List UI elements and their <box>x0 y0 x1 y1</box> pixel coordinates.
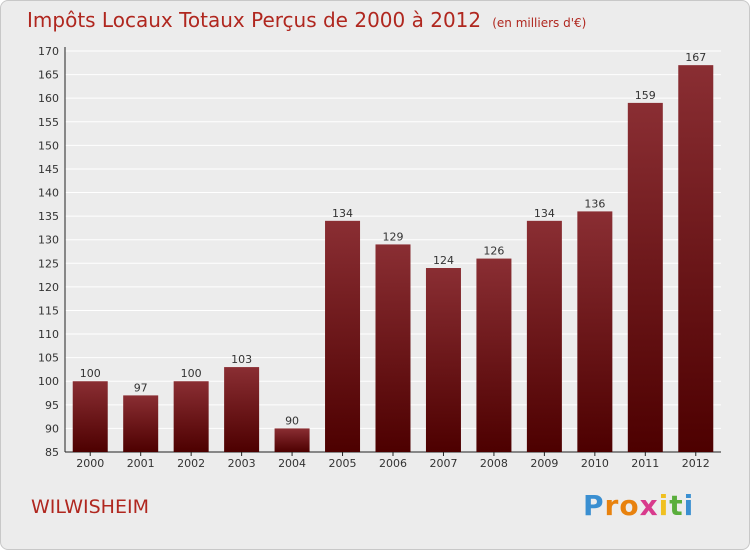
bar-2012 <box>678 65 714 452</box>
bar-2004 <box>274 428 310 452</box>
axes: 85 90 95 100 105 110 115 120 125 130 135 140 145 150 1… <box>38 45 721 470</box>
y-tick-label: 125 <box>38 257 59 270</box>
bar-2011 <box>627 102 663 453</box>
chart-subtitle: (en milliers d'€) <box>492 16 587 30</box>
value-label-2011: 159 <box>635 89 656 102</box>
value-label-2002: 100 <box>181 367 202 380</box>
x-tick-label-2006: 2006 <box>379 457 407 470</box>
y-tick-label: 165 <box>38 69 59 82</box>
y-tick-label: 95 <box>45 399 59 412</box>
value-label-2000: 100 <box>80 367 101 380</box>
value-label-2008: 126 <box>483 245 504 258</box>
bar-2006 <box>375 244 411 452</box>
y-tick-label: 135 <box>38 210 59 223</box>
x-tick-label-2004: 2004 <box>278 457 306 470</box>
bar-2003 <box>224 367 260 452</box>
y-tick-label: 130 <box>38 234 59 247</box>
y-tick-label: 140 <box>38 187 59 200</box>
x-tick-label-2012: 2012 <box>682 457 710 470</box>
logo-letter: t <box>669 489 684 522</box>
commune-name: WILWISHEIM <box>31 496 149 518</box>
logo-letter: o <box>619 489 640 522</box>
value-label-2005: 134 <box>332 207 353 220</box>
x-tick-label-2001: 2001 <box>127 457 155 470</box>
y-tick-label: 85 <box>45 446 59 459</box>
logo-letter: i <box>658 489 670 522</box>
proxiti-logo: Proxiti <box>583 489 694 522</box>
bar-2002 <box>173 381 209 452</box>
x-tick-label-2010: 2010 <box>581 457 609 470</box>
y-tick-label: 110 <box>38 328 59 341</box>
bar-2008 <box>476 258 512 452</box>
chart-title: Impôts Locaux Totaux Perçus de 2000 à 20… <box>27 8 482 32</box>
x-tick-label-2008: 2008 <box>480 457 508 470</box>
x-tick-label-2003: 2003 <box>228 457 256 470</box>
y-tick-label: 170 <box>38 45 59 58</box>
logo-letter: r <box>604 489 620 522</box>
bar-2007 <box>425 268 461 452</box>
y-tick-label: 90 <box>45 422 59 435</box>
logo-letter: i <box>683 489 695 522</box>
bars <box>72 65 714 453</box>
y-tick-label: 120 <box>38 281 59 294</box>
y-tick-label: 105 <box>38 352 59 365</box>
value-labels: 100 97 100 103 90 134 129 124 126 134 136 159 167 <box>80 51 707 427</box>
value-label-2003: 103 <box>231 353 252 366</box>
logo-letter: P <box>583 489 605 522</box>
value-label-2012: 167 <box>685 51 706 64</box>
logo-letter: x <box>639 489 659 522</box>
y-tick-label: 100 <box>38 375 59 388</box>
value-label-2001: 97 <box>134 381 148 394</box>
x-tick-label-2005: 2005 <box>329 457 357 470</box>
bar-2000 <box>72 381 108 452</box>
x-tick-label-2000: 2000 <box>76 457 104 470</box>
y-tick-label: 150 <box>38 139 59 152</box>
y-tick-label: 115 <box>38 304 59 317</box>
x-tick-label-2002: 2002 <box>177 457 205 470</box>
y-tick-label: 160 <box>38 92 59 105</box>
value-label-2009: 134 <box>534 207 555 220</box>
y-tick-label: 155 <box>38 116 59 129</box>
bar-2005 <box>325 220 361 452</box>
x-tick-label-2011: 2011 <box>631 457 659 470</box>
bar-2001 <box>123 395 159 452</box>
y-tick-label: 145 <box>38 163 59 176</box>
title-line: Impôts Locaux Totaux Perçus de 2000 à 20… <box>27 8 586 32</box>
x-tick-label-2009: 2009 <box>530 457 558 470</box>
value-label-2004: 90 <box>285 414 299 427</box>
value-label-2006: 129 <box>383 230 404 243</box>
x-tick-label-2007: 2007 <box>429 457 457 470</box>
bar-2009 <box>526 220 562 452</box>
value-label-2010: 136 <box>584 197 605 210</box>
bar-2010 <box>577 211 613 452</box>
value-label-2007: 124 <box>433 254 454 267</box>
